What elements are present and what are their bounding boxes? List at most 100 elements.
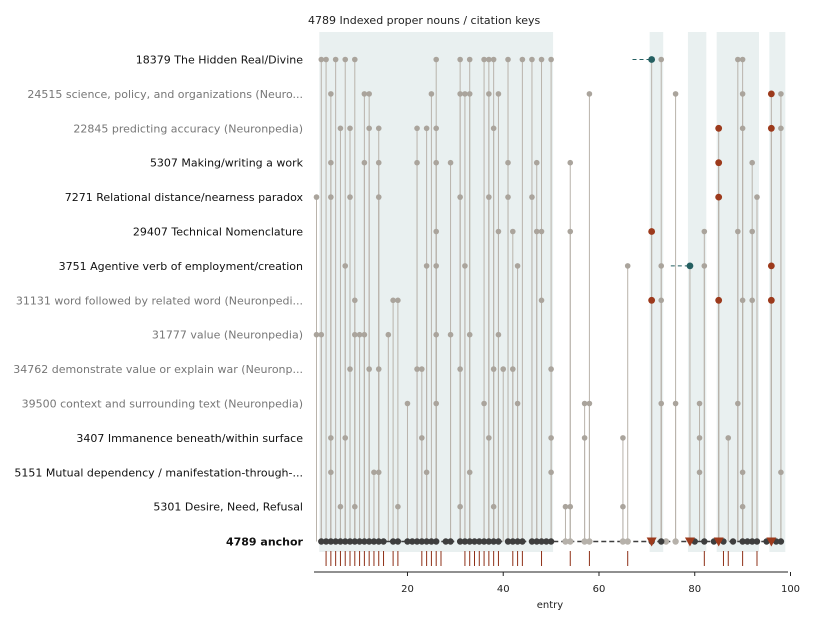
anchor-point-7 [351, 538, 359, 545]
point-r12-2 [375, 469, 382, 476]
point-r13-3 [457, 503, 463, 510]
point-r6-0 [342, 263, 349, 269]
point-r12-8 [778, 469, 784, 476]
point-r3-0 [328, 159, 334, 166]
point-r13-4 [490, 503, 497, 510]
point-r9-9 [548, 366, 554, 372]
point-r4-5 [486, 194, 492, 200]
point-r0-9 [486, 56, 492, 63]
anchor-point-23 [442, 538, 449, 545]
point-r0-8 [481, 56, 487, 63]
anchor-point-41 [543, 538, 550, 545]
point-r3-2 [375, 159, 382, 166]
anchor-point-26 [461, 538, 469, 545]
point-r10-0 [404, 400, 411, 407]
point-r9-2 [375, 366, 382, 372]
anchor-point-13 [380, 538, 387, 545]
hit-point-r7-2 [767, 296, 775, 304]
anchor-point-31 [485, 538, 493, 545]
anchor-light-point-2 [581, 538, 588, 545]
point-r6-6 [658, 263, 665, 269]
anchor-point-8 [356, 538, 363, 545]
hit-point-r4-0 [715, 193, 723, 201]
point-r8-3 [356, 331, 363, 338]
point-r13-6 [567, 503, 574, 510]
row-label-9: 34762 demonstrate value or explain war (… [13, 363, 303, 376]
point-r5-8 [749, 228, 755, 235]
hit-point-r6-0 [767, 262, 775, 270]
anchor-point-20 [423, 538, 430, 545]
point-r10-1 [433, 400, 439, 407]
anchor-point-32 [490, 538, 497, 545]
anchor-track [318, 537, 785, 566]
anchor-point-44 [658, 538, 665, 545]
anchor-point-16 [404, 538, 411, 545]
x-tick-label-1: 40 [497, 584, 510, 595]
x-tick-label-3: 80 [688, 584, 701, 595]
point-r1-1 [361, 91, 368, 97]
row-label-0: 18379 The Hidden Real/Divine [136, 54, 303, 67]
anchor-point-27 [466, 538, 473, 545]
anchor-point-5 [342, 538, 349, 545]
point-r11-6 [620, 435, 626, 441]
point-r5-6 [701, 228, 708, 235]
point-r0-14 [538, 56, 545, 63]
point-r13-1 [352, 503, 358, 510]
row-label-10: 39500 context and surrounding text (Neur… [22, 398, 303, 411]
anchor-point-1 [322, 538, 330, 545]
anchor-point-49 [729, 538, 737, 545]
point-r10-7 [672, 400, 679, 407]
hit-point-r2-1 [767, 124, 775, 132]
anchor-triangle-1 [684, 537, 695, 547]
point-r4-6 [505, 194, 511, 200]
point-r4-2 [347, 194, 353, 200]
point-r2-0 [337, 125, 344, 132]
point-r0-0 [318, 56, 325, 63]
point-r0-5 [433, 56, 439, 63]
point-r4-7 [529, 194, 535, 200]
anchor-point-30 [480, 538, 488, 545]
point-r0-15 [548, 56, 554, 63]
hit-point-r5-0 [648, 228, 656, 235]
row-label-3: 5307 Making/writing a work [150, 157, 304, 170]
point-r12-4 [466, 469, 473, 476]
x-axis-label: entry [537, 600, 564, 611]
point-r4-0 [313, 194, 320, 200]
anchor-point-11 [370, 538, 378, 545]
point-r6-5 [624, 263, 631, 269]
point-r8-0 [313, 331, 320, 338]
point-r6-2 [433, 263, 439, 269]
point-r12-7 [739, 469, 746, 476]
point-r1-11 [739, 91, 746, 97]
point-r1-9 [586, 91, 593, 97]
anchor-point-19 [418, 538, 426, 545]
point-r13-7 [620, 503, 626, 510]
anchor-light-point-1 [567, 538, 574, 545]
anchor-light-point-7 [672, 538, 679, 545]
row-labels: 18379 The Hidden Real/Divine 24515 scienc… [13, 54, 303, 549]
point-r8-2 [352, 331, 358, 338]
anchor-point-6 [346, 538, 354, 545]
point-r0-11 [505, 56, 511, 63]
point-r13-8 [739, 503, 746, 510]
point-r1-0 [328, 91, 334, 97]
teal-point-r6-0 [686, 262, 694, 270]
point-r1-7 [486, 91, 492, 97]
highlight-band-2 [687, 32, 707, 552]
anchor-label: 4789 anchor [226, 536, 304, 549]
anchor-point-4 [337, 538, 344, 545]
point-r10-3 [514, 400, 521, 407]
point-r12-1 [371, 469, 377, 476]
stems [316, 59, 782, 542]
point-r6-4 [514, 263, 521, 269]
anchor-point-33 [495, 538, 502, 545]
point-r7-4 [658, 297, 665, 304]
point-r12-0 [328, 469, 334, 476]
hit-point-r2-0 [715, 124, 723, 132]
anchor-triangle-3 [766, 537, 777, 547]
hit-point-r7-0 [648, 296, 656, 304]
anchor-point-34 [504, 538, 512, 545]
point-r8-1 [318, 331, 325, 338]
point-r2-8 [739, 125, 746, 132]
point-r7-0 [352, 297, 358, 304]
